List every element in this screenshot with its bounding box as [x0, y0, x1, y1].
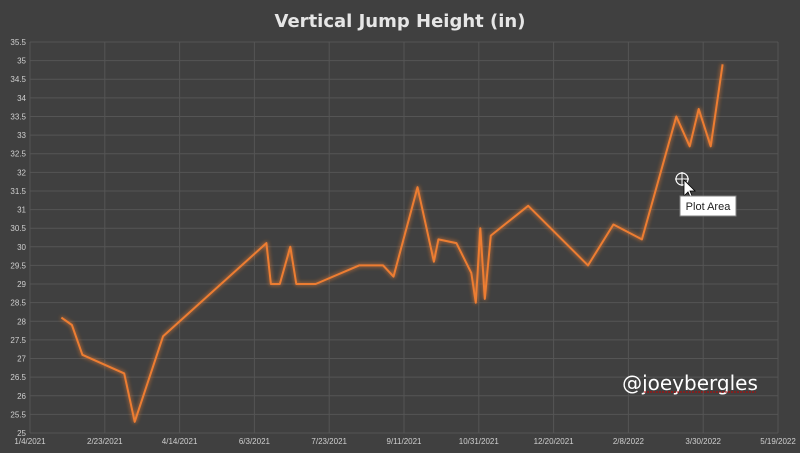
data-point — [482, 296, 487, 301]
data-point — [454, 241, 459, 246]
data-point — [708, 144, 713, 149]
y-tick-label: 28 — [17, 317, 26, 326]
y-tick-label: 25 — [17, 429, 26, 438]
data-point — [80, 352, 85, 357]
x-tick-label: 4/14/2021 — [162, 437, 198, 446]
x-tick-label: 10/31/2021 — [459, 437, 500, 446]
x-tick-label: 6/3/2021 — [239, 437, 271, 446]
data-point — [294, 282, 299, 287]
y-tick-label: 27 — [17, 355, 26, 364]
series-line — [60, 64, 724, 423]
data-point — [488, 233, 493, 238]
data-point — [381, 263, 386, 268]
tooltip-box — [679, 195, 737, 217]
data-point — [687, 144, 692, 149]
data-point — [526, 203, 531, 208]
data-point — [122, 371, 127, 376]
y-tick-label: 33.5 — [10, 112, 26, 121]
data-point — [391, 274, 396, 279]
y-axis-tick-labels: 25 25.5 26 26.5 27 27.5 28 28.5 29 29.5 30 30.5 31 31… — [10, 38, 26, 438]
data-point — [59, 315, 64, 320]
y-tick-label: 26 — [17, 392, 26, 401]
data-point — [277, 282, 282, 287]
y-tick-label: 32 — [17, 168, 26, 177]
data-point — [696, 107, 701, 112]
data-point — [357, 263, 362, 268]
data-point — [415, 185, 420, 190]
y-tick-label: 30.5 — [10, 224, 26, 233]
data-point — [313, 282, 318, 287]
x-tick-label: 9/11/2021 — [387, 437, 423, 446]
data-point — [161, 334, 166, 339]
move-cursor-icon — [675, 172, 689, 186]
y-tick-label: 35.5 — [10, 38, 26, 47]
x-tick-label: 7/23/2021 — [311, 437, 347, 446]
data-point — [478, 226, 483, 231]
data-point — [639, 237, 644, 242]
y-tick-label: 27.5 — [10, 336, 26, 345]
data-point — [264, 241, 269, 246]
data-point — [69, 323, 74, 328]
data-point — [436, 237, 441, 242]
y-tick-label: 35 — [17, 57, 26, 66]
data-point — [611, 222, 616, 227]
x-tick-label: 12/20/2021 — [534, 437, 575, 446]
y-tick-label: 26.5 — [10, 373, 26, 382]
x-tick-label: 2/23/2021 — [87, 437, 123, 446]
watermark-handle: @joeybergles — [622, 371, 758, 395]
y-tick-label: 29.5 — [10, 261, 26, 270]
data-point — [268, 282, 273, 287]
data-point — [674, 114, 679, 119]
chart-title: Vertical Jump Height (in) — [275, 11, 526, 32]
y-tick-label: 33 — [17, 131, 26, 140]
y-tick-label: 30 — [17, 243, 26, 252]
data-point — [473, 300, 478, 305]
x-axis-tick-labels: 1/4/2021 2/23/2021 4/14/2021 6/3/2021 7/23/2… — [14, 437, 796, 446]
y-tick-label: 25.5 — [10, 410, 26, 419]
data-point — [288, 244, 293, 249]
data-point — [586, 263, 591, 268]
y-tick-label: 32.5 — [10, 150, 26, 159]
data-point — [469, 270, 474, 275]
x-tick-label: 5/19/2022 — [760, 437, 796, 446]
y-tick-label: 29 — [17, 280, 26, 289]
y-tick-label: 28.5 — [10, 299, 26, 308]
data-point — [431, 259, 436, 264]
y-tick-label: 31.5 — [10, 187, 26, 196]
x-tick-label: 1/4/2021 — [14, 437, 46, 446]
x-tick-label: 3/30/2022 — [685, 437, 721, 446]
y-tick-label: 31 — [17, 206, 26, 215]
series-layer — [59, 62, 725, 424]
x-tick-label: 2/8/2022 — [613, 437, 645, 446]
gridlines — [29, 41, 779, 434]
data-point — [720, 62, 725, 67]
y-tick-label: 34 — [17, 94, 26, 103]
data-point — [132, 419, 137, 424]
tooltip-label: Plot Area — [686, 201, 732, 213]
y-tick-label: 34.5 — [10, 75, 26, 84]
tooltip-plot-area: Plot Area — [679, 195, 737, 217]
